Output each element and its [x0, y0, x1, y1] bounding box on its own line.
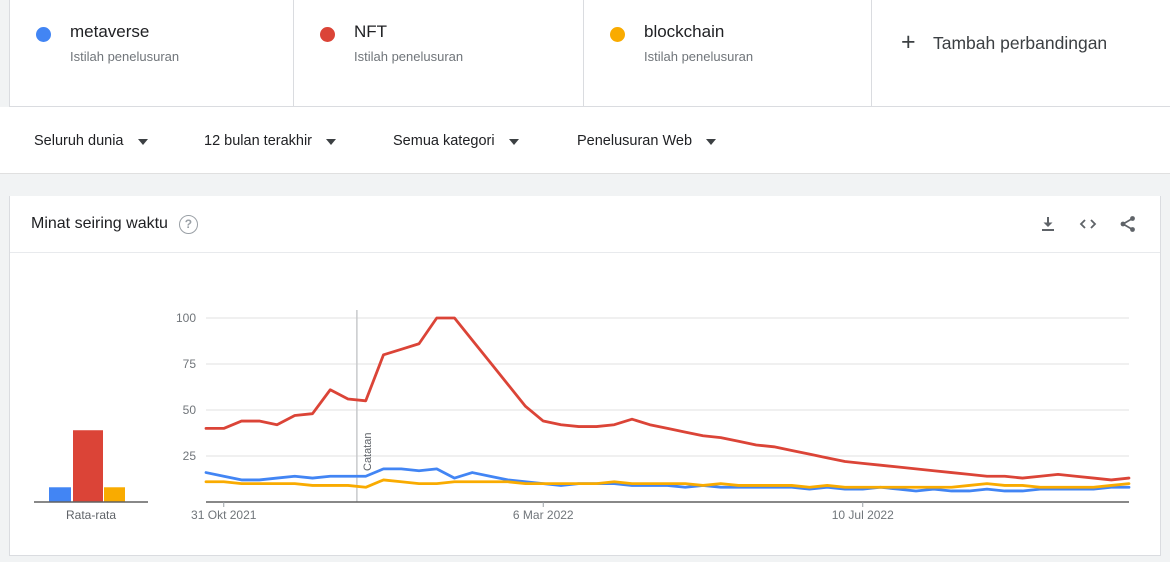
average-bar-blockchain [104, 487, 125, 502]
plus-icon: + [901, 28, 916, 56]
term-card-metaverse[interactable]: metaverse Istilah penelusuran [10, 0, 294, 106]
chart-title: Minat seiring waktu [31, 215, 168, 232]
filter-category-dropdown[interactable]: Semua kategori [393, 107, 519, 174]
term-subtitle: Istilah penelusuran [644, 49, 754, 64]
chart-toolbar [1038, 214, 1138, 234]
y-axis-tick-label: 100 [176, 311, 196, 325]
term-card-nft[interactable]: NFT Istilah penelusuran [294, 0, 584, 106]
download-icon[interactable] [1038, 214, 1058, 234]
chart-card-header: Minat seiring waktu ? [10, 196, 1160, 253]
average-bar-metaverse [49, 487, 71, 502]
add-comparison-label: Tambah perbandingan [933, 33, 1108, 53]
chevron-down-icon [508, 138, 519, 145]
note-label: Catatan [362, 432, 374, 471]
chevron-down-icon [326, 138, 337, 145]
y-axis-tick-label: 50 [183, 403, 197, 417]
embed-icon[interactable] [1078, 214, 1098, 234]
filter-region-dropdown[interactable]: Seluruh dunia [34, 107, 148, 174]
series-color-dot [320, 27, 335, 42]
filter-label: Penelusuran Web [577, 132, 693, 149]
add-comparison-button[interactable]: + Tambah perbandingan [872, 0, 1170, 106]
term-title: metaverse [70, 22, 150, 41]
help-icon[interactable]: ? [178, 214, 198, 234]
interest-over-time-card: Minat seiring waktu ? [9, 196, 1161, 556]
filter-time-dropdown[interactable]: 12 bulan terakhir [204, 107, 337, 174]
term-card-blockchain[interactable]: blockchain Istilah penelusuran [584, 0, 872, 106]
series-color-dot [610, 27, 625, 42]
chevron-down-icon [706, 138, 717, 145]
term-title: blockchain [644, 22, 725, 41]
share-icon[interactable] [1118, 214, 1138, 234]
comparison-cards-row: metaverse Istilah penelusuran NFT Istila… [9, 0, 1170, 107]
series-line-blockchain [204, 478, 1131, 489]
y-axis-tick-label: 75 [183, 357, 197, 371]
filter-label: Semua kategori [393, 132, 495, 149]
series-line-NFT [204, 316, 1131, 482]
x-axis-tick-label: 6 Mar 2022 [513, 508, 574, 522]
series-color-dot [36, 27, 51, 42]
x-axis-tick-label: 10 Jul 2022 [832, 508, 894, 522]
filter-label: 12 bulan terakhir [204, 132, 313, 149]
term-subtitle: Istilah penelusuran [70, 49, 180, 64]
average-bar-NFT [73, 430, 103, 502]
series-line-metaverse [204, 467, 1131, 493]
term-subtitle: Istilah penelusuran [354, 49, 464, 64]
average-label: Rata-rata [66, 508, 116, 522]
term-title: NFT [354, 22, 388, 41]
y-axis-tick-label: 25 [183, 449, 197, 463]
filter-bar: Seluruh dunia 12 bulan terakhir Semua ka… [0, 107, 1170, 174]
interest-over-time-chart: 25 50 75 100 Catatan 31 Okt 2021 6 Mar 2022 10 … [34, 310, 1131, 522]
filter-search-type-dropdown[interactable]: Penelusuran Web [577, 107, 717, 174]
x-axis-tick-label: 31 Okt 2021 [191, 508, 257, 522]
filter-label: Seluruh dunia [34, 132, 124, 149]
chevron-down-icon [137, 138, 148, 145]
